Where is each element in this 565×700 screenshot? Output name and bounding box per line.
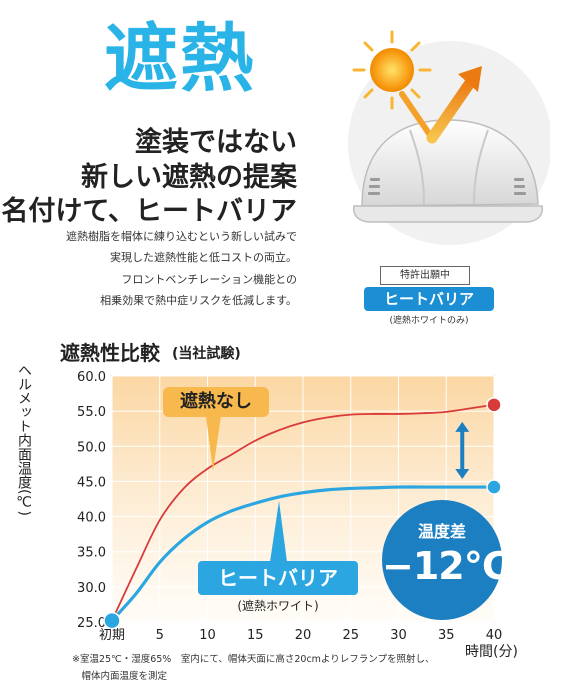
series-start-point — [103, 611, 121, 630]
helmet-illustration — [348, 30, 550, 245]
footnote-line-2: 帽体内面温度を測定 — [72, 671, 168, 683]
x-tick-label: 20 — [295, 628, 312, 643]
y-tick-label: 40.0 — [77, 511, 106, 526]
patent-pending-label: 特許出願中 — [380, 266, 470, 285]
sun-icon — [352, 30, 432, 110]
y-tick-label: 35.0 — [77, 546, 106, 561]
series-label-heat-barrier: ヒートバリア — [198, 561, 358, 595]
series-sublabel-heat-barrier: (遮熱ホワイト) — [237, 599, 319, 613]
heat-barrier-badge: ヒートバリア — [364, 287, 494, 311]
description-line-2: 実現した遮熱性能と低コストの両立。 — [110, 251, 297, 265]
description-line-4: 相乗効果で熱中症リスクを低減します。 — [100, 294, 297, 308]
y-axis-label: ヘルメット内面温度(℃) — [16, 363, 32, 516]
temperature-difference-badge: 温度差 −12℃ — [382, 500, 510, 620]
y-tick-label: 50.0 — [77, 440, 106, 455]
series-line-no-heat-shield — [111, 403, 495, 621]
description: 遮熱樹脂を帽体に練り込むという新しい試みで 実現した遮熱性能と低コストの両立。 … — [66, 226, 297, 312]
x-axis-label: 時間(分) — [465, 644, 518, 660]
series-line-heat-barrier — [110, 485, 494, 622]
x-tick-label: 40 — [486, 628, 503, 643]
test-conditions-footnote: ※室温25℃・湿度65% 室内にて、帽体天面に高さ20cmよりレフランプを照射し… — [72, 651, 434, 685]
helmet-icon — [352, 119, 544, 223]
footnote-line-1: ※室温25℃・湿度65% 室内にて、帽体天面に高さ20cmよりレフランプを照射し… — [72, 654, 435, 665]
headline: 塗装ではない 新しい遮熱の提案 名付けて、ヒートバリア — [1, 126, 297, 230]
headline-line-2: 新しい遮熱の提案 — [81, 161, 297, 193]
x-tick-label: 35 — [438, 628, 455, 643]
x-tick-label: 25 — [342, 628, 359, 643]
callout-pointer-no-heat-shield — [206, 416, 221, 471]
difference-arrow-head-down — [455, 469, 470, 480]
y-tick-label: 45.0 — [77, 475, 106, 490]
headline-line-1: 塗装ではない — [135, 127, 297, 158]
reflection-arrow-icon — [399, 66, 482, 144]
hero-title: 遮熱 — [104, 16, 256, 102]
series-end-point — [486, 479, 502, 495]
y-tick-label: 55.0 — [77, 405, 106, 420]
y-tick-label: 60.0 — [77, 370, 106, 385]
callout-pointer-heat-barrier — [270, 500, 287, 562]
description-line-1: 遮熱樹脂を帽体に練り込むという新しい試みで — [66, 230, 297, 243]
temperature-difference-label: 温度差 — [417, 522, 466, 541]
headline-line-3: 名付けて、ヒートバリア — [1, 196, 297, 228]
x-tick-label: 10 — [199, 628, 216, 643]
x-tick-label: 初期 — [99, 628, 125, 643]
series-end-point — [486, 397, 502, 413]
x-tick-label: 30 — [390, 628, 407, 643]
y-tick-label: 30.0 — [77, 581, 106, 596]
heat-barrier-badge-note: (遮熱ホワイトのみ) — [389, 316, 469, 326]
temperature-difference-value: −12℃ — [382, 544, 510, 588]
x-tick-label: 5 — [156, 628, 164, 643]
y-tick-label: 25.0 — [77, 616, 106, 631]
description-line-3: フロントベンチレーション機能との — [121, 272, 297, 286]
chart-subtitle: (当社試験) — [172, 346, 241, 362]
difference-arrow-head-up — [455, 421, 470, 432]
chart-title: 遮熱性比較 — [60, 341, 160, 365]
x-tick-label: 15 — [247, 628, 264, 643]
series-label-no-heat-shield: 遮熱なし — [163, 387, 269, 417]
